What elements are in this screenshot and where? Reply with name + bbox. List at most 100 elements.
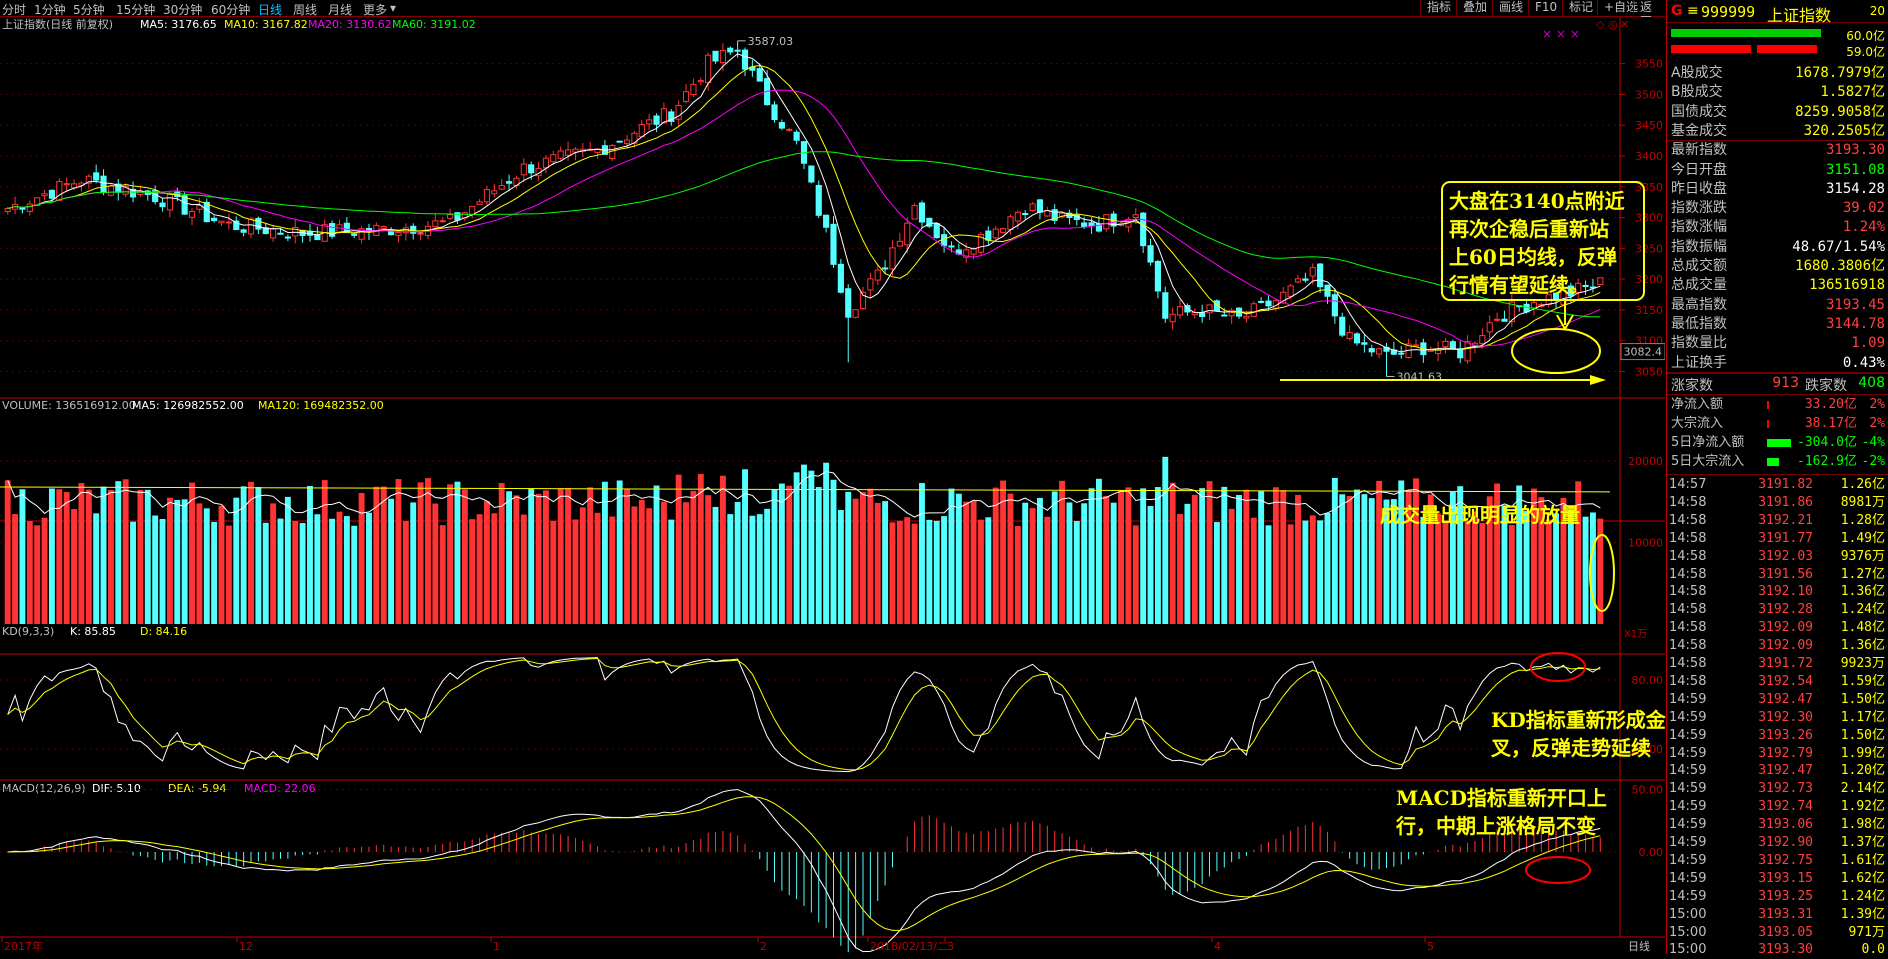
candle-up (166, 193, 173, 211)
candle-down (1339, 316, 1346, 336)
kline-chart-svg[interactable]: 3550350034503400335033003250320031503100… (0, 17, 1666, 954)
volume-bar (380, 486, 387, 624)
tick-time: 14:59 (1669, 799, 1707, 815)
candle-up (1228, 309, 1235, 317)
tick-price: 3193.31 (1758, 906, 1813, 922)
volume-bar (166, 497, 173, 624)
volume-bar (1014, 526, 1021, 624)
toolbar-button-0[interactable]: 指标 (1420, 0, 1457, 15)
price-tick-label: 3250 (1635, 242, 1663, 255)
candle-up (188, 210, 196, 218)
quote-label: B股成交 (1671, 84, 1723, 101)
candle-down (203, 201, 210, 223)
tick-row: 14:59 3192.47 1.50亿 (1669, 691, 1885, 709)
volume-bar (638, 499, 645, 624)
tick-time: 14:59 (1669, 691, 1707, 707)
flow-pct: -2% (1861, 454, 1885, 469)
window-control-icon[interactable]: ✕ (1620, 18, 1629, 31)
volume-bar (425, 478, 431, 624)
annotation-ellipse-volume (1589, 534, 1615, 612)
kline-chart-area[interactable]: 3550 3500 3450 3400 3350 3300 3250 3200 3150 3100… (0, 17, 1666, 954)
volume-bar (329, 518, 336, 624)
date-label: 12 (239, 940, 253, 953)
candle-up (623, 139, 631, 145)
candle-down (815, 184, 822, 216)
volume-bar (705, 495, 712, 624)
period-tab-0[interactable]: 分时 (2, 3, 27, 17)
period-tab-5[interactable]: 60分钟 (211, 3, 251, 17)
tick-row: 14:59 3193.26 1.50亿 (1669, 727, 1885, 745)
tick-row: 14:59 3193.06 1.98亿 (1669, 816, 1885, 834)
menu-icon[interactable]: ≡ (1687, 3, 1699, 19)
price-tick-label: 3400 (1635, 150, 1663, 163)
volume-bar (660, 501, 667, 624)
period-tab-4[interactable]: 30分钟 (163, 3, 203, 17)
tick-price: 3193.25 (1758, 888, 1813, 904)
divider (1667, 474, 1888, 475)
candle-up (970, 248, 977, 255)
tick-volume: 1.17亿 (1840, 709, 1885, 725)
volume-bar (447, 484, 454, 624)
volume-bar (926, 519, 933, 624)
tick-price: 3193.26 (1758, 727, 1813, 743)
up-count: 913 (1772, 375, 1799, 391)
quote-label: 最高指数 (1671, 296, 1727, 313)
toolbar-button-4[interactable]: 标记 (1562, 0, 1599, 15)
candle-up (292, 226, 299, 237)
volume-bar (1154, 487, 1161, 624)
period-tab-7[interactable]: 周线 (293, 3, 318, 17)
tick-time: 14:59 (1669, 745, 1707, 761)
volume-bar (1339, 494, 1346, 624)
period-tab-1[interactable]: 1分钟 (34, 3, 66, 17)
volume-bar (786, 485, 793, 624)
flow-bar (1767, 439, 1791, 447)
toolbar-button-5[interactable]: +自选 (1597, 0, 1644, 15)
toolbar-button-1[interactable]: 叠加 (1456, 0, 1493, 15)
toolbar-button-6[interactable]: 返回 (1633, 0, 1665, 29)
annotation-ellipse-price (1511, 328, 1601, 374)
period-tab-8[interactable]: 月线 (328, 3, 353, 17)
price-tick-label: 3450 (1635, 119, 1663, 132)
volume-bar (1213, 522, 1220, 624)
candle-down (1567, 285, 1574, 297)
candle-up (1250, 303, 1257, 317)
ma5-line (7, 53, 1601, 353)
volume-bar (1177, 514, 1183, 624)
flow-row: 大宗流入 38.17亿 2% (1671, 414, 1885, 433)
volume-bar (203, 508, 210, 624)
ma-legend-2: MA20: 3130.62 (308, 18, 392, 31)
candle-down (284, 236, 291, 239)
volume-bar (1125, 487, 1132, 624)
period-tab-6[interactable]: 日线 (258, 3, 283, 17)
period-tab-9[interactable]: 更多 (363, 3, 388, 17)
volume-bar (484, 501, 490, 624)
volume-bar (63, 492, 70, 624)
candle-down (727, 47, 734, 53)
quote-panel: G ≡ 999999 上证指数 20 60.0亿 59.0亿 A股成交 1678.… (1666, 0, 1888, 957)
volume-bar (233, 497, 240, 624)
volume-bar (93, 513, 100, 624)
candle-up (380, 226, 387, 230)
volume-bar (115, 481, 122, 624)
volume-bar (683, 502, 689, 624)
toolbar-button-2[interactable]: 画线 (1492, 0, 1529, 15)
window-control-icon[interactable]: ◎ (1608, 18, 1618, 31)
macd-value: MACD: 22.06 (244, 782, 316, 795)
period-tab-2[interactable]: 5分钟 (73, 3, 105, 17)
quote-label: 最低指数 (1671, 315, 1727, 332)
quote-value: 8259.9058亿 (1795, 103, 1885, 120)
flow-row: 净流入额 33.20亿 2% (1671, 395, 1885, 414)
quote-row: 指数涨幅 1.24% (1671, 218, 1885, 237)
tick-volume: 1.36亿 (1840, 638, 1885, 654)
candle-down (233, 220, 240, 231)
volume-bar (1383, 499, 1390, 624)
flow-value: -304.0亿 (1797, 435, 1857, 450)
window-control-icon[interactable]: ◇ (1596, 18, 1605, 31)
tick-volume: 1.28亿 (1840, 512, 1885, 528)
macd-dif-line (7, 789, 1601, 953)
more-dropdown-icon[interactable]: ▾ (390, 1, 397, 15)
period-tab-3[interactable]: 15分钟 (116, 3, 156, 17)
toolbar-button-3[interactable]: F10 (1528, 0, 1563, 15)
tick-price: 3192.09 (1758, 620, 1813, 636)
volume-bar (1221, 486, 1228, 624)
